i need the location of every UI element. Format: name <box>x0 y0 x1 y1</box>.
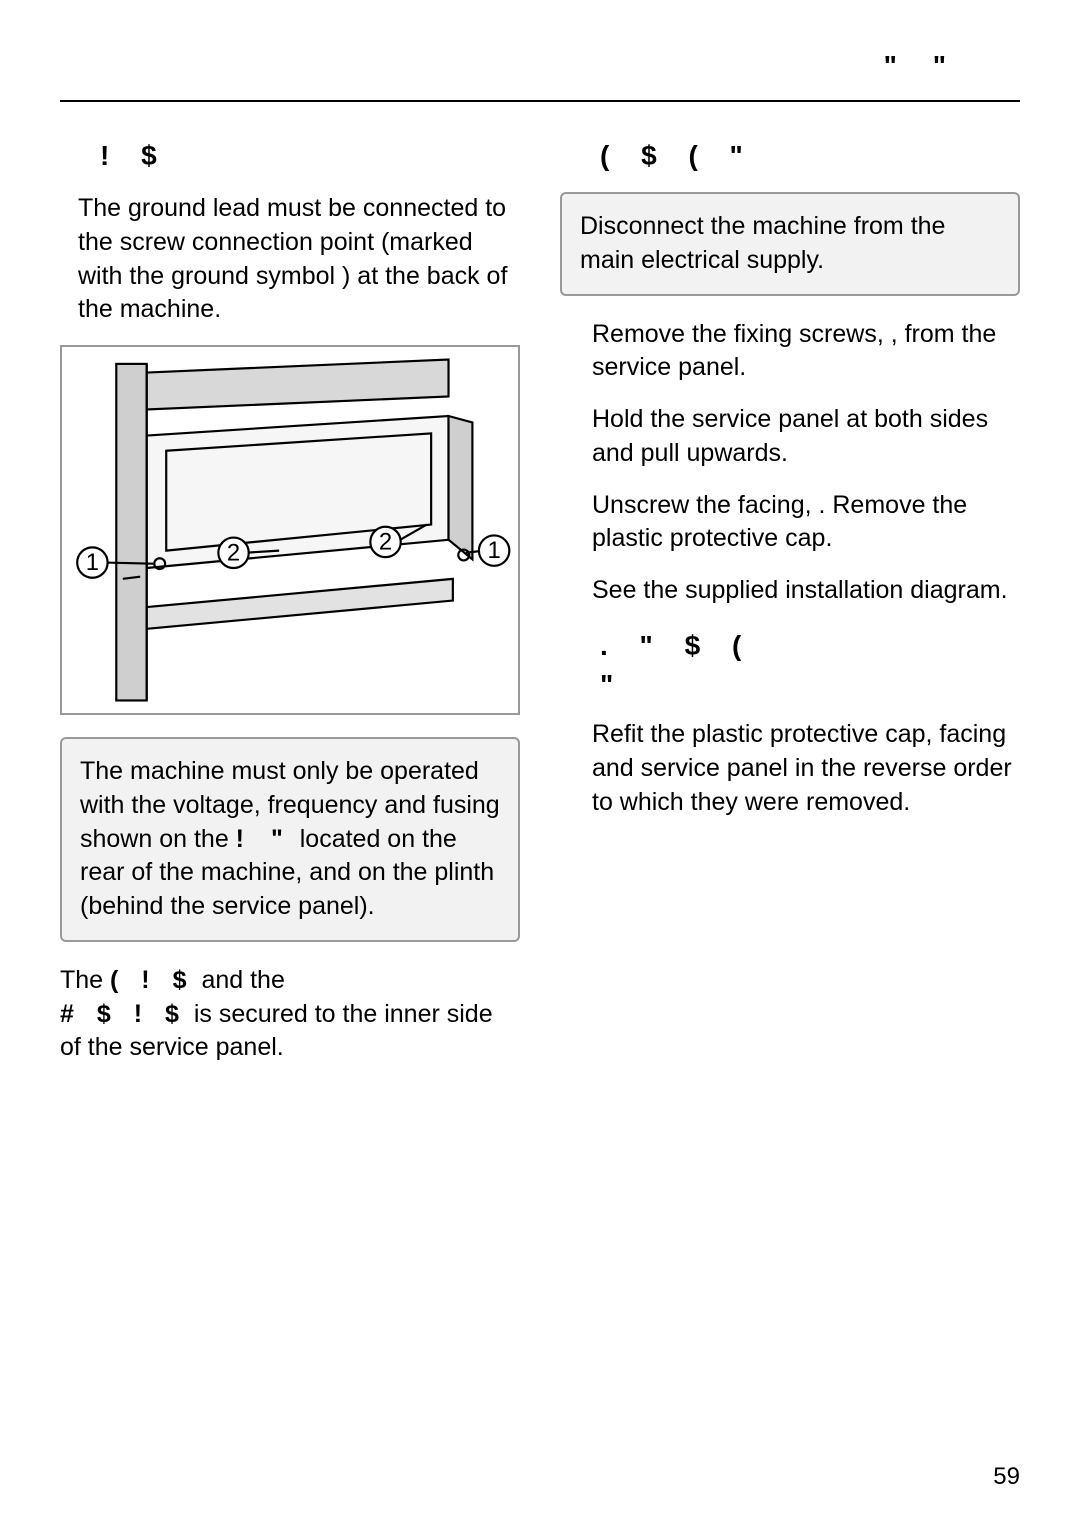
heading2-line2: " <box>600 669 625 700</box>
header-divider <box>60 100 1020 102</box>
step-see-diagram: See the supplied installation diagram. <box>560 574 1020 608</box>
header-symbols: " " <box>884 50 960 82</box>
step-hold-panel: Hold the service panel at both sides and… <box>560 403 1020 471</box>
service-panel-diagram: 1 2 2 1 <box>60 345 520 715</box>
left-intro-text: The ground lead must be connected to the… <box>60 192 520 327</box>
callout-2-left: 2 <box>218 538 248 568</box>
footer-b2: # $ ! $ <box>60 1000 187 1028</box>
callout-2-right: 2 <box>370 527 400 557</box>
left-footer-para: The ( ! $ and the # $ ! $ is secured to … <box>60 964 520 1065</box>
callout-1-right: 1 <box>479 535 509 565</box>
disconnect-warning-box: Disconnect the machine from the main ele… <box>560 192 1020 296</box>
right-heading-1: ( $ ( " <box>560 140 1020 172</box>
left-heading: ! $ <box>60 140 520 172</box>
heading2-line1: . " $ ( <box>600 630 753 661</box>
footer-b1: ( ! $ <box>110 966 194 994</box>
svg-text:1: 1 <box>86 549 99 576</box>
svg-text:1: 1 <box>487 537 500 564</box>
footer-t2: and the <box>201 966 284 994</box>
voltage-info-box: The machine must only be operated with t… <box>60 737 520 942</box>
right-heading-2: . " $ ( " <box>560 626 1020 704</box>
right-column: ( $ ( " Disconnect the machine from the … <box>560 140 1020 1065</box>
left-column: ! $ The ground lead must be connected to… <box>60 140 520 1065</box>
step-remove-screws: Remove the fixing screws, , from the ser… <box>560 318 1020 386</box>
refit-instruction: Refit the plastic protective cap, facing… <box>560 718 1020 819</box>
page-number: 59 <box>993 1463 1020 1491</box>
disconnect-text: Disconnect the machine from the main ele… <box>580 212 945 274</box>
svg-text:2: 2 <box>379 528 392 555</box>
step-unscrew-facing: Unscrew the facing, . Remove the plastic… <box>560 489 1020 557</box>
infobox-bold-1: ! " <box>236 825 293 853</box>
footer-t1: The <box>60 966 110 994</box>
callout-1-left: 1 <box>77 547 107 577</box>
svg-text:2: 2 <box>227 539 240 566</box>
